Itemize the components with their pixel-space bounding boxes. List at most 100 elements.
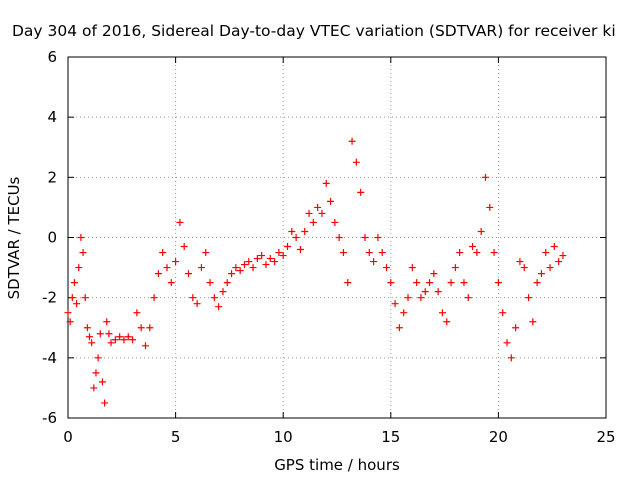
data-point <box>387 279 395 287</box>
data-point <box>537 270 545 278</box>
data-point <box>150 294 158 302</box>
x-tick-label: 15 <box>381 428 400 446</box>
data-point <box>68 294 76 302</box>
data-point <box>335 234 343 241</box>
data-point <box>400 309 408 317</box>
data-point <box>228 270 236 278</box>
data-point <box>417 294 425 302</box>
data-point <box>210 294 218 302</box>
x-tick-label: 20 <box>489 428 508 446</box>
y-axis-label: SDTVAR / TECUs <box>5 176 23 299</box>
data-point <box>167 279 175 287</box>
data-point <box>305 209 313 217</box>
data-point <box>413 279 421 287</box>
data-points <box>64 137 567 407</box>
data-point <box>434 288 442 296</box>
data-point <box>176 218 184 226</box>
data-point <box>141 342 149 350</box>
data-point <box>503 339 511 347</box>
data-point <box>542 249 550 257</box>
data-point <box>116 333 124 341</box>
data-point <box>266 255 274 263</box>
data-point <box>327 197 335 205</box>
y-tick-label: 6 <box>47 48 57 66</box>
data-point <box>430 270 438 278</box>
data-point <box>284 243 292 251</box>
data-point <box>438 309 446 317</box>
data-point <box>219 288 227 296</box>
data-point <box>275 249 283 257</box>
data-point <box>98 378 106 386</box>
data-point <box>296 246 304 254</box>
data-point <box>292 234 300 241</box>
data-point <box>94 354 102 362</box>
data-point <box>223 279 231 287</box>
data-point <box>249 264 257 272</box>
data-point <box>550 243 558 251</box>
y-tick-label: -6 <box>42 409 57 427</box>
data-point <box>79 249 87 257</box>
data-point <box>253 255 261 263</box>
data-point <box>456 249 464 257</box>
data-point <box>189 294 197 302</box>
data-point <box>81 294 89 302</box>
data-point <box>516 258 524 266</box>
data-point <box>180 243 188 251</box>
data-point <box>88 339 96 347</box>
data-point <box>365 249 373 257</box>
data-point <box>159 249 167 257</box>
data-point <box>529 318 537 326</box>
data-point <box>279 252 287 260</box>
data-point <box>352 158 360 166</box>
data-point <box>215 303 223 311</box>
data-point <box>83 324 91 332</box>
data-point <box>245 258 253 266</box>
data-point <box>378 249 386 257</box>
data-point <box>421 288 429 296</box>
data-point <box>111 336 119 344</box>
data-point <box>426 279 434 287</box>
data-point <box>481 173 489 181</box>
data-point <box>96 330 104 338</box>
data-point <box>163 264 171 272</box>
data-point <box>202 249 210 257</box>
data-point <box>512 324 520 332</box>
axis-ticks <box>67 56 607 419</box>
data-point <box>133 309 141 317</box>
data-point <box>443 318 451 326</box>
data-point <box>172 258 180 266</box>
data-point <box>391 300 399 308</box>
data-point <box>129 336 137 344</box>
data-point <box>395 324 403 332</box>
x-tick-label: 10 <box>274 428 293 446</box>
data-point <box>64 309 72 317</box>
data-point <box>469 243 477 251</box>
chart-title: Day 304 of 2016, Sidereal Day-to-day VTE… <box>12 22 616 40</box>
data-point <box>197 264 205 272</box>
data-point <box>73 300 81 308</box>
data-point <box>314 203 322 211</box>
data-point <box>137 324 145 332</box>
data-point <box>92 369 100 377</box>
y-tick-label: 2 <box>47 168 57 186</box>
data-point <box>288 227 296 235</box>
data-point <box>120 336 128 344</box>
data-point <box>101 399 109 407</box>
data-point <box>318 209 326 217</box>
data-point <box>66 318 74 326</box>
data-point <box>77 234 85 241</box>
data-point <box>507 354 515 362</box>
data-point <box>258 252 266 260</box>
data-point <box>404 294 412 302</box>
data-point <box>185 270 193 278</box>
data-point <box>193 300 201 308</box>
data-point <box>447 279 455 287</box>
x-tick-label: 25 <box>596 428 615 446</box>
data-point <box>322 179 330 187</box>
data-point <box>370 258 378 266</box>
data-point <box>408 264 416 272</box>
data-point <box>451 264 459 272</box>
data-point <box>154 270 162 278</box>
data-point <box>124 333 132 341</box>
